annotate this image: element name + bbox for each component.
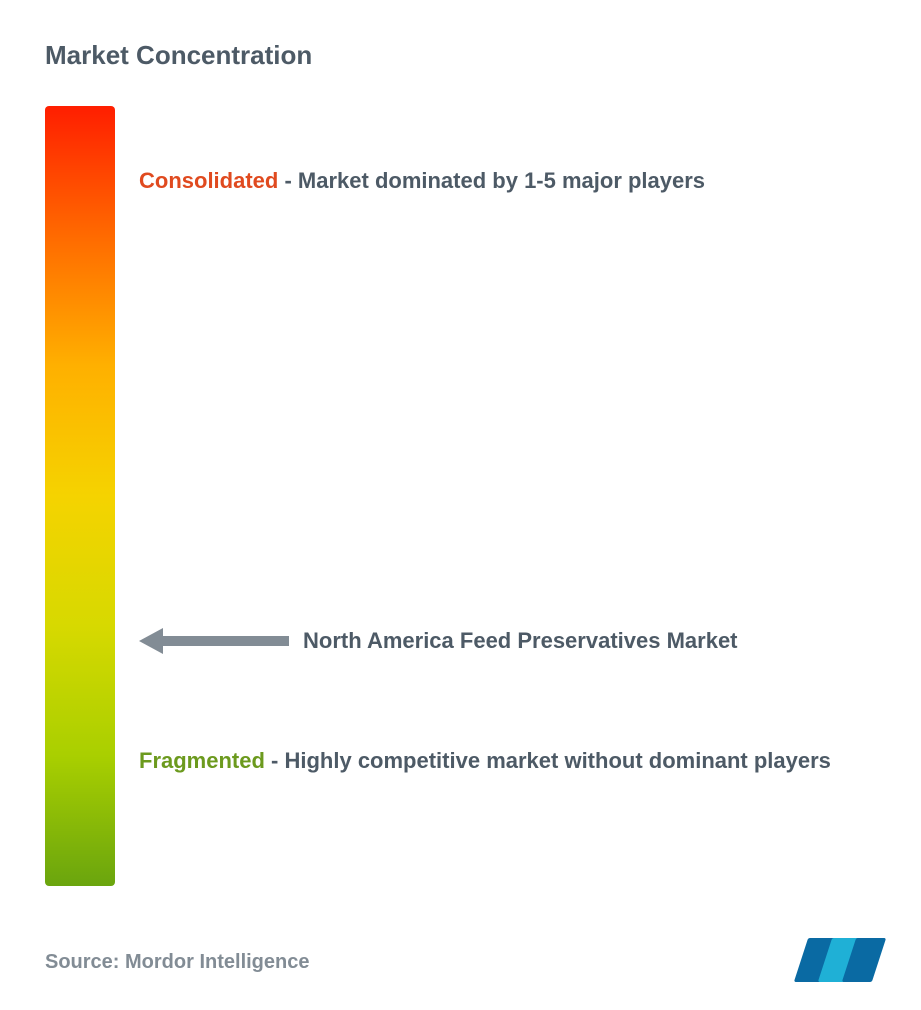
mordor-logo-icon [807, 938, 879, 982]
arrow-head-icon [139, 628, 163, 654]
arrow-shaft-icon [161, 636, 289, 646]
fragmented-description: Fragmented - Highly competitive market w… [139, 744, 856, 778]
pointer-arrow-icon [139, 628, 289, 654]
concentration-gradient-bar [45, 106, 115, 886]
market-concentration-infographic: Market Concentration Consolidated - Mark… [0, 0, 921, 1010]
descriptions-column: Consolidated - Market dominated by 1-5 m… [139, 106, 876, 906]
source-attribution: Source: Mordor Intelligence [45, 951, 309, 974]
fragmented-rest: - Highly competitive market without domi… [271, 748, 831, 773]
fragmented-label: Fragmented [139, 748, 265, 773]
body-row: Consolidated - Market dominated by 1-5 m… [45, 106, 876, 906]
market-pointer: North America Feed Preservatives Market [139, 628, 738, 654]
market-name-label: North America Feed Preservatives Market [303, 628, 738, 654]
consolidated-label: Consolidated [139, 168, 278, 193]
consolidated-description: Consolidated - Market dominated by 1-5 m… [139, 164, 856, 198]
consolidated-rest: - Market dominated by 1-5 major players [284, 168, 705, 193]
chart-title: Market Concentration [45, 40, 876, 71]
